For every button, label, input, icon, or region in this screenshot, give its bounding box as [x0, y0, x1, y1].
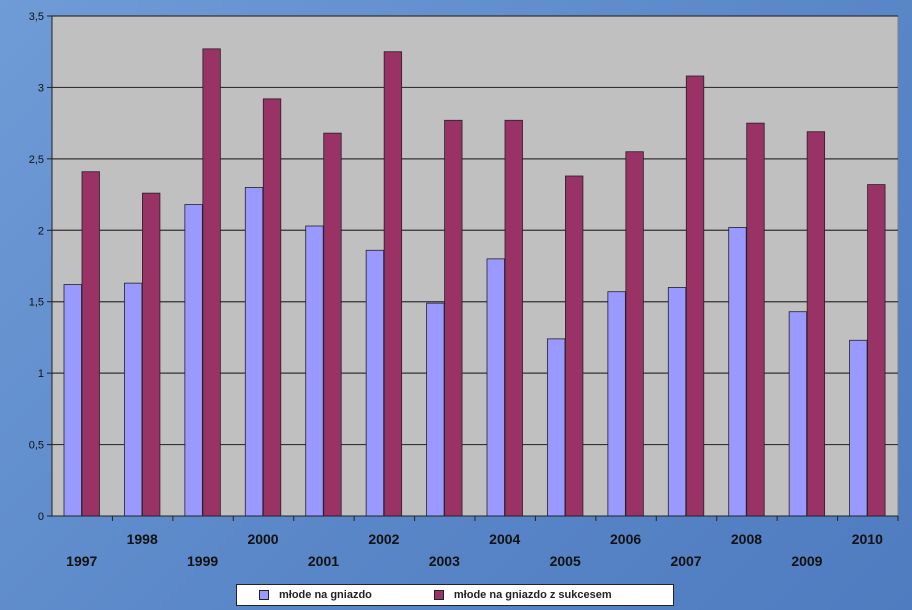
- y-tick-label: 3: [38, 82, 44, 94]
- y-tick-label: 0: [38, 511, 44, 523]
- legend-swatch-series-1: [259, 590, 269, 600]
- bar-mlode-z-sukcesem-2000: [262, 98, 282, 517]
- bar-mlode-z-sukcesem-2009: [806, 131, 826, 517]
- x-tick-label: 2005: [550, 553, 581, 569]
- y-tick-label: 1,5: [29, 297, 44, 309]
- bar-mlode-z-sukcesem-2004: [504, 119, 523, 517]
- legend-label-series-1: młode na gniazdo: [279, 589, 372, 601]
- bar-mlode-na-gniazdo-1997: [63, 284, 82, 517]
- bar-mlode-na-gniazdo-1998: [124, 282, 143, 517]
- x-tick-label: 2010: [852, 531, 883, 547]
- bar-mlode-z-sukcesem-2003: [444, 119, 463, 517]
- x-tick-label: 1997: [66, 553, 97, 569]
- x-tick-label: 2004: [489, 531, 520, 547]
- x-tick-label: 2007: [670, 553, 701, 569]
- bar-mlode-z-sukcesem-2005: [565, 175, 584, 517]
- bar-mlode-z-sukcesem-2001: [323, 132, 342, 517]
- y-tick-label: 1: [38, 368, 44, 380]
- x-tick-labels: 1997 1998 1999 2000 2001 2002 2003 2004 2005 2006…: [66, 516, 899, 569]
- x-tick-label: 2009: [791, 553, 822, 569]
- y-tick-label: 0,5: [29, 440, 44, 452]
- bar-mlode-na-gniazdo-2001: [305, 225, 324, 517]
- bar-mlode-na-gniazdo-2003: [426, 302, 445, 517]
- bar-mlode-z-sukcesem-2010: [867, 184, 886, 517]
- x-tick-label: 2000: [247, 531, 278, 547]
- legend-item-series-1: młode na gniazdo: [259, 589, 372, 601]
- legend-label-series-2: młode na gniazdo z sukcesem: [453, 589, 612, 601]
- bar-mlode-z-sukcesem-1999: [202, 48, 221, 517]
- x-tick-label: 2001: [308, 553, 339, 569]
- bar-mlode-z-sukcesem-2002: [383, 51, 403, 517]
- legend: młode na gniazdo młode na gniazdo z sukc…: [236, 584, 674, 606]
- bar-mlode-z-sukcesem-1997: [81, 171, 100, 517]
- legend-swatch-series-2: [433, 590, 444, 600]
- bar-mlode-na-gniazdo-2007: [667, 287, 687, 517]
- bar-chart: 0 0,5 1 1,5 2 2,5 3 3,5 1997 1998 1999 2000 2001 200…: [29, 11, 899, 569]
- bar-mlode-na-gniazdo-1999: [184, 204, 203, 517]
- bar-mlode-na-gniazdo-2006: [607, 291, 626, 517]
- bar-mlode-na-gniazdo-2002: [365, 249, 385, 517]
- bars: [63, 48, 886, 517]
- bar-mlode-na-gniazdo-2009: [788, 311, 808, 517]
- legend-item-series-2: młode na gniazdo z sukcesem: [433, 589, 612, 601]
- x-tick-label: 1999: [187, 553, 218, 569]
- bar-mlode-na-gniazdo-2010: [849, 339, 868, 517]
- x-tick-label: 1998: [127, 531, 158, 547]
- y-tick-labels: 0 0,5 1 1,5 2 2,5 3 3,5: [29, 11, 52, 523]
- y-tick-label: 2: [38, 225, 44, 237]
- x-tick-label: 2003: [429, 553, 460, 569]
- bar-mlode-na-gniazdo-2005: [547, 338, 566, 517]
- bar-mlode-z-sukcesem-2006: [625, 151, 644, 517]
- x-tick-label: 2006: [610, 531, 641, 547]
- y-tick-label: 3,5: [29, 11, 44, 23]
- plot-area: [51, 15, 899, 517]
- bar-mlode-na-gniazdo-2008: [728, 227, 747, 517]
- x-tick-label: 2008: [731, 531, 762, 547]
- bar-mlode-z-sukcesem-2007: [685, 75, 705, 517]
- bar-mlode-z-sukcesem-1998: [142, 192, 161, 517]
- bar-mlode-na-gniazdo-2004: [486, 258, 505, 517]
- bar-mlode-na-gniazdo-2000: [244, 187, 264, 517]
- bar-mlode-z-sukcesem-2008: [746, 122, 765, 517]
- y-tick-label: 2,5: [29, 154, 44, 166]
- x-tick-label: 2002: [368, 531, 399, 547]
